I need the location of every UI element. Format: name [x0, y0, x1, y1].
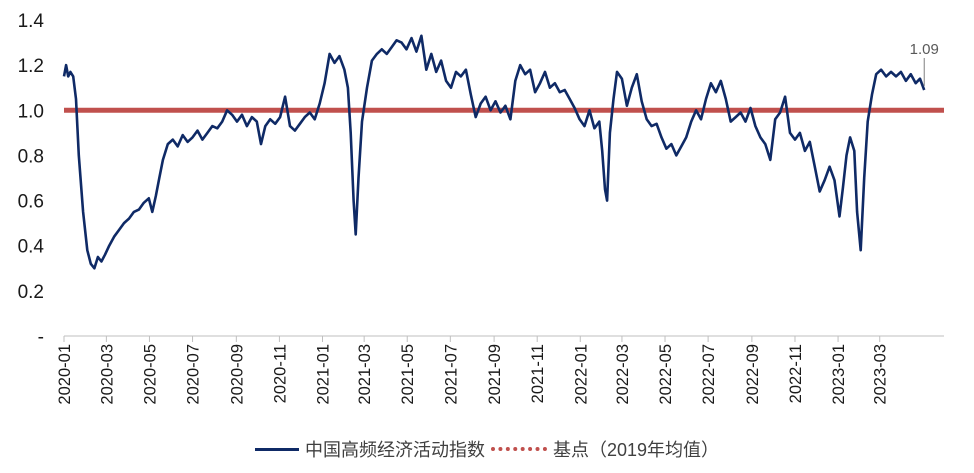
x-tick-label: 2020-05: [141, 344, 159, 405]
y-tick-label: 1.2: [18, 56, 44, 77]
legend-label-baseline: 基点（2019年均值）: [552, 440, 720, 460]
x-tick-label: 2021-05: [399, 344, 417, 405]
legend-swatch-solid: [254, 447, 299, 451]
x-tick-label: 2020-03: [98, 344, 116, 405]
legend: 中国高频经济活动指数 基点（2019年均值）: [0, 436, 974, 462]
activity-index-line: [62, 34, 926, 270]
legend-item-baseline: 基点（2019年均值）: [490, 436, 720, 462]
x-tick-label: 2021-07: [442, 344, 460, 405]
y-tick-label: 0.6: [18, 192, 44, 213]
legend-swatch-dotted: [490, 447, 547, 451]
x-tick-label: 2020-09: [228, 344, 246, 405]
x-tick-label: 2021-11: [529, 344, 547, 403]
x-tick-label: 2021-03: [356, 344, 374, 405]
x-tick-label: 2021-01: [314, 344, 332, 405]
x-tick-label: 2020-11: [271, 344, 289, 403]
x-tick-label: 2022-05: [657, 344, 675, 405]
x-tick-label: 2022-03: [614, 344, 632, 405]
y-tick-label: 0.8: [18, 146, 44, 167]
x-tick-label: 2022-07: [700, 344, 718, 405]
y-axis-ticks: - 0.2 0.4 0.6 0.8 1.0 1.2 1.4: [18, 11, 45, 348]
x-tick-label: 2022-11: [787, 344, 805, 403]
x-axis-ticks: 2020-01 2020-03 2020-05 2020-07 2020-09 2020-…: [56, 336, 890, 405]
legend-label-activity-index: 中国高频经济活动指数: [304, 440, 485, 460]
y-tick-label: 1.4: [18, 11, 45, 32]
y-tick-label: 1.0: [18, 101, 44, 122]
x-tick-label: 2020-01: [56, 344, 74, 405]
y-tick-label: -: [38, 327, 44, 348]
y-tick-label: 0.2: [18, 282, 44, 303]
x-tick-label: 2022-01: [572, 344, 590, 405]
x-tick-label: 2022-09: [744, 344, 762, 405]
x-tick-label: 2023-03: [872, 344, 890, 405]
x-tick-label: 2021-09: [486, 344, 504, 405]
y-tick-label: 0.4: [18, 237, 45, 258]
x-tick-label: 2023-01: [830, 344, 848, 405]
end-value-label: 1.09: [910, 41, 939, 58]
x-tick-label: 2020-07: [185, 344, 203, 405]
legend-item-activity-index: 中国高频经济活动指数: [254, 436, 485, 462]
